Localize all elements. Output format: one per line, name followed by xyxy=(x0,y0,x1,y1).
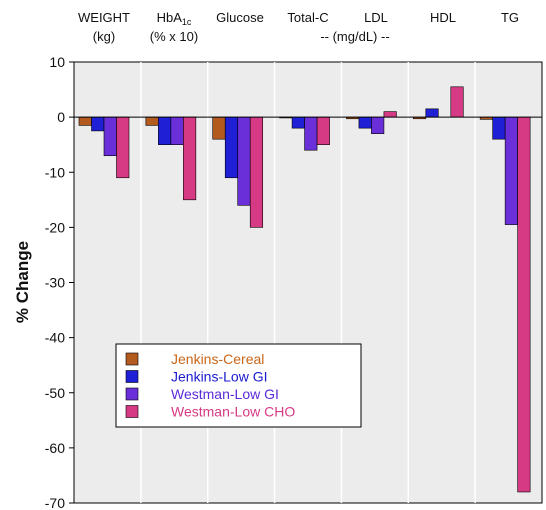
y-tick-label: -70 xyxy=(45,495,65,510)
bar xyxy=(158,116,172,145)
y-tick-label: -30 xyxy=(45,275,65,291)
bars xyxy=(78,86,531,493)
bar xyxy=(116,116,130,179)
bar xyxy=(492,116,506,140)
bar xyxy=(450,86,464,118)
unit-group-label: -- (mg/dL) -- xyxy=(320,29,389,44)
bar xyxy=(371,116,385,134)
y-tick-label: 0 xyxy=(57,109,65,125)
y-tick-label: 10 xyxy=(49,54,65,70)
bar xyxy=(304,116,318,151)
bar xyxy=(145,116,159,126)
category-label: Total-C xyxy=(287,10,328,25)
bar xyxy=(78,116,92,126)
bar xyxy=(517,116,531,493)
category-label: Glucose xyxy=(216,10,264,25)
y-tick-label: -50 xyxy=(45,385,65,401)
legend-label: Westman-Low GI xyxy=(171,386,279,402)
bar xyxy=(291,116,305,129)
category-labels: WEIGHT (kg) HbA1c (% x 10) Glucose Total-C LDL… xyxy=(78,10,519,44)
bar xyxy=(183,116,197,201)
bar xyxy=(170,116,184,145)
bar xyxy=(212,116,226,140)
legend-swatch xyxy=(125,405,139,418)
legend-label: Jenkins-Cereal xyxy=(171,351,264,367)
bar xyxy=(249,116,264,228)
bar xyxy=(425,108,439,118)
bar xyxy=(383,111,397,118)
y-axis-label: % Change xyxy=(13,241,32,323)
category-label: LDL xyxy=(364,10,388,25)
y-axis: 10 0 -10 -20 -30 -40 -50 -60 -70 xyxy=(45,54,74,510)
category-unit-label: (kg) xyxy=(93,29,115,44)
bar xyxy=(358,116,372,129)
legend-label: Jenkins-Low GI xyxy=(171,369,267,385)
y-tick-label: -60 xyxy=(45,440,65,456)
bar xyxy=(316,116,330,145)
bar xyxy=(237,116,251,206)
category-label: HDL xyxy=(430,10,456,25)
legend-swatch xyxy=(125,370,139,383)
legend-swatch xyxy=(125,352,139,366)
bar xyxy=(504,116,518,225)
category-label: TG xyxy=(501,10,519,25)
bar xyxy=(91,116,105,132)
y-tick-label: -40 xyxy=(45,330,65,346)
legend-label: Westman-Low CHO xyxy=(171,404,295,420)
y-tick-label: -10 xyxy=(45,164,65,180)
category-label-subscript: 1c xyxy=(182,17,192,27)
category-separators xyxy=(140,62,476,503)
category-label: WEIGHT xyxy=(78,10,130,25)
bar xyxy=(103,116,117,157)
category-label: HbA1c xyxy=(157,10,192,27)
bar xyxy=(224,116,239,179)
legend-box xyxy=(115,343,362,428)
y-tick-label: -20 xyxy=(45,219,65,235)
category-unit-label: (% x 10) xyxy=(150,29,198,44)
legend-swatch xyxy=(125,387,139,401)
